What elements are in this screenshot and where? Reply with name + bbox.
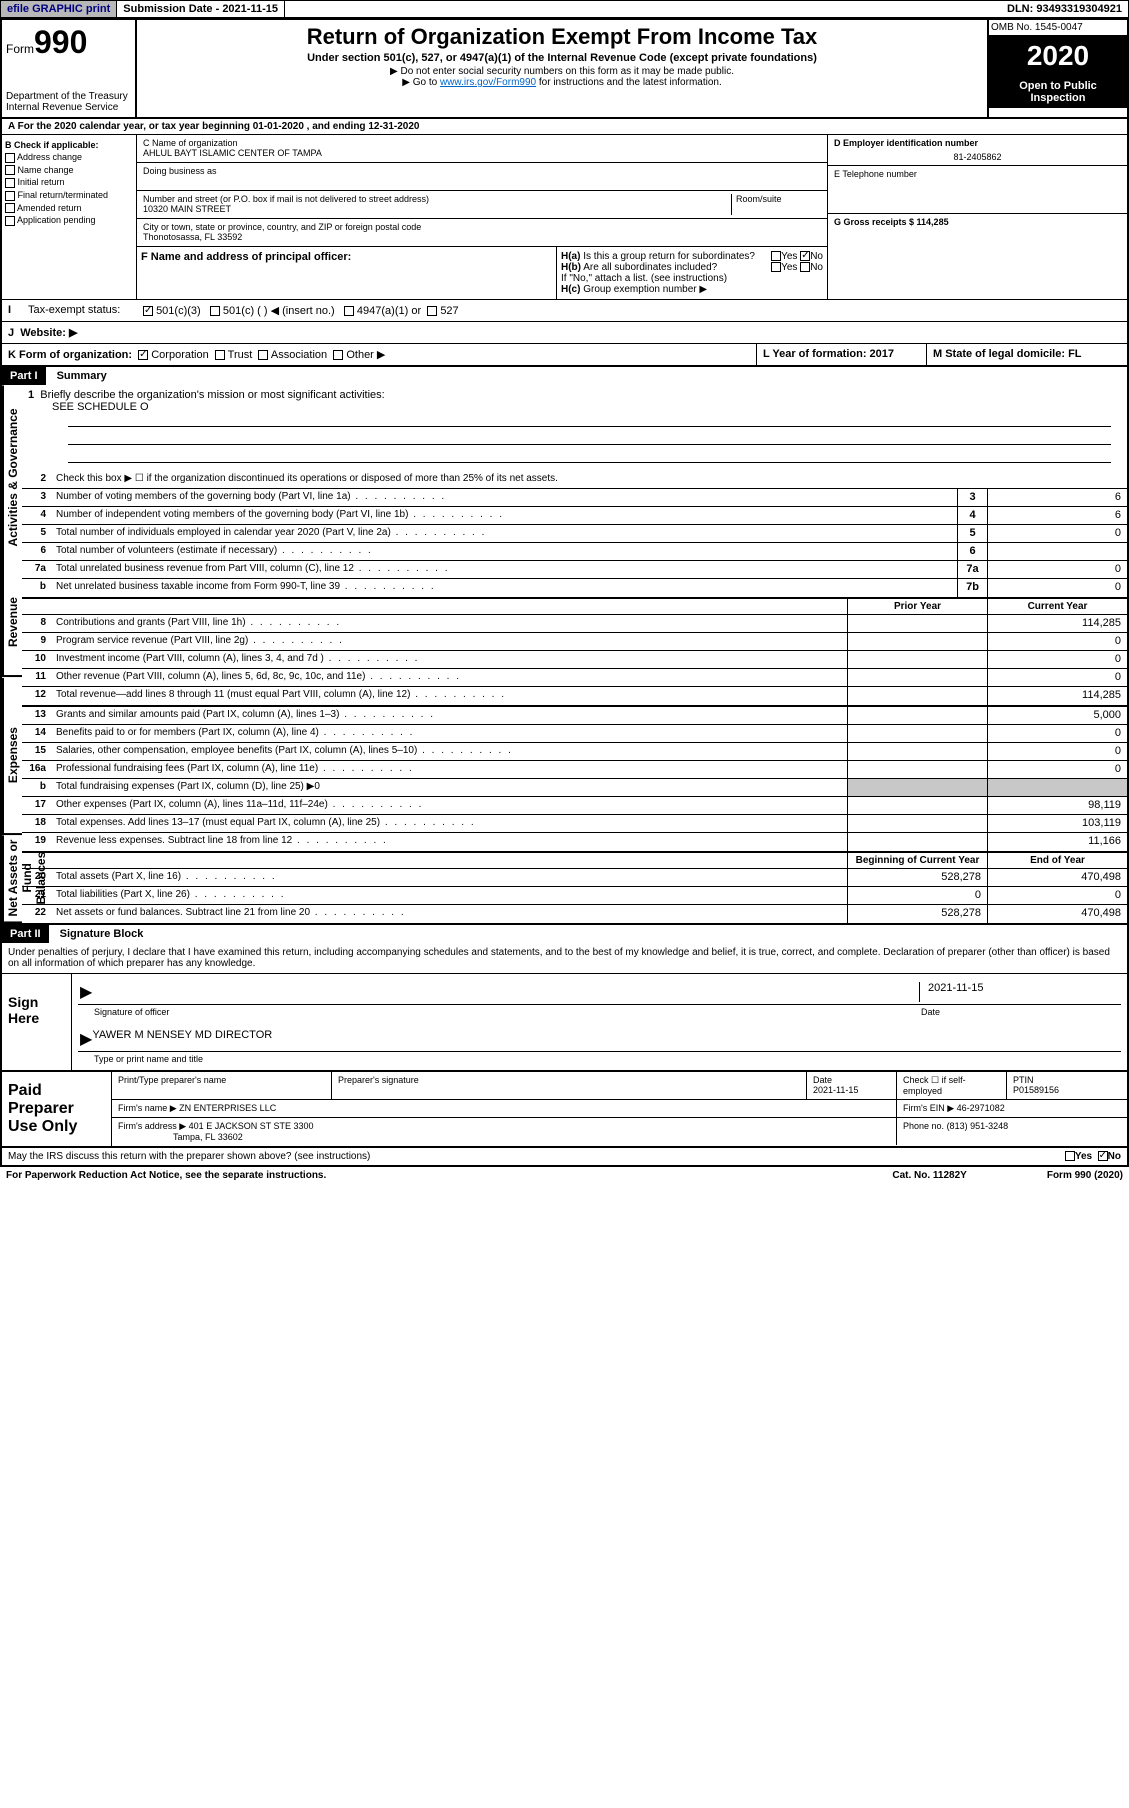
k-opt-2[interactable] <box>258 350 268 360</box>
row-a: A For the 2020 calendar year, or tax yea… <box>0 119 1129 135</box>
sign-date: 2021-11-15 <box>919 982 1119 1002</box>
firm-address: 401 E JACKSON ST STE 3300 <box>189 1121 314 1131</box>
sign-section: Sign Here ▶ 2021-11-15 Signature of offi… <box>0 973 1129 1072</box>
header-center: Return of Organization Exempt From Incom… <box>137 20 987 117</box>
room-suite: Room/suite <box>731 194 821 215</box>
sign-here-label: Sign Here <box>2 974 72 1070</box>
arrow-icon: ▶ <box>80 1029 92 1049</box>
part2-title: Signature Block <box>60 928 144 940</box>
vlabel-expenses: Expenses <box>2 678 22 835</box>
firm-phone: (813) 951-3248 <box>947 1121 1009 1131</box>
form-title: Return of Organization Exempt From Incom… <box>141 24 983 50</box>
tax-year: 2020 <box>989 36 1127 76</box>
vlabel-netassets: Net Assets or Fund Balances <box>2 835 22 923</box>
gross-receipts: G Gross receipts $ 114,285 <box>828 214 1127 242</box>
preparer-section: Paid Preparer Use Only Print/Type prepar… <box>0 1072 1129 1148</box>
form-ref: Form 990 (2020) <box>1047 1170 1123 1181</box>
website-row: J Website: ▶ <box>0 322 1129 344</box>
city-box: City or town, state or province, country… <box>137 219 827 247</box>
arrow-icon: ▶ <box>80 982 92 1002</box>
org-name-box: C Name of organization AHLUL BAYT ISLAMI… <box>137 135 827 163</box>
city-state-zip: Thonotosassa, FL 33592 <box>143 232 821 242</box>
discuss-yes-checkbox[interactable] <box>1065 1151 1075 1161</box>
header-left: Form990 Department of the Treasury Inter… <box>2 20 137 117</box>
4947-checkbox[interactable] <box>344 306 354 316</box>
section-h: H(a) Is this a group return for subordin… <box>557 247 827 299</box>
checkbox-final-return-terminated[interactable] <box>5 191 15 201</box>
ha-yes-checkbox[interactable] <box>771 251 781 261</box>
firm-ein: 46-2971082 <box>957 1103 1005 1113</box>
501c-checkbox[interactable] <box>210 306 220 316</box>
k-opt-1[interactable] <box>215 350 225 360</box>
k-opt-3[interactable] <box>333 350 343 360</box>
top-bar: efile GRAPHIC print Submission Date - 20… <box>0 0 1129 18</box>
checkbox-address-change[interactable] <box>5 153 15 163</box>
submission-date: Submission Date - 2021-11-15 <box>117 1 285 17</box>
501c3-checkbox[interactable] <box>143 306 153 316</box>
irs-label: Internal Revenue Service <box>6 102 131 113</box>
ein-value: 81-2405862 <box>834 152 1121 162</box>
firm-name: ZN ENTERPRISES LLC <box>179 1103 276 1113</box>
omb-number: OMB No. 1545-0047 <box>989 20 1127 36</box>
checkbox-initial-return[interactable] <box>5 178 15 188</box>
vlabel-governance: Activities & Governance <box>2 385 22 569</box>
dba-box: Doing business as <box>137 163 827 191</box>
street-box: Number and street (or P.O. box if mail i… <box>137 191 827 219</box>
header-right: OMB No. 1545-0047 2020 Open to Public In… <box>987 20 1127 117</box>
tax-status-row: I Tax-exempt status: 501(c)(3) 501(c) ( … <box>0 300 1129 322</box>
footer-last: For Paperwork Reduction Act Notice, see … <box>0 1167 1129 1184</box>
instruction-1: ▶ Do not enter social security numbers o… <box>141 66 983 77</box>
discuss-no-checkbox[interactable] <box>1098 1151 1108 1161</box>
hb-no-checkbox[interactable] <box>800 262 810 272</box>
form-org-row: K Form of organization: Corporation Trus… <box>0 344 1129 367</box>
inspection-notice: Open to Public Inspection <box>989 76 1127 108</box>
form-label: Form <box>6 42 34 56</box>
part1-body: 1 Briefly describe the organization's mi… <box>22 385 1127 923</box>
checkbox-amended-return[interactable] <box>5 203 15 213</box>
irs-link[interactable]: www.irs.gov/Form990 <box>440 77 536 88</box>
org-name: AHLUL BAYT ISLAMIC CENTER OF TAMPA <box>143 148 821 158</box>
form-number: 990 <box>34 24 87 60</box>
ein-box: D Employer identification number 81-2405… <box>828 135 1127 166</box>
ha-no-checkbox[interactable] <box>800 251 810 261</box>
hb-yes-checkbox[interactable] <box>771 262 781 272</box>
part2-header-row: Part II Signature Block <box>0 925 1129 943</box>
form-header: Form990 Department of the Treasury Inter… <box>0 18 1129 119</box>
part1-header-row: Part I Summary <box>0 367 1129 385</box>
section-b-g: B Check if applicable: Address change Na… <box>0 135 1129 300</box>
col-b: B Check if applicable: Address change Na… <box>2 135 137 299</box>
checkbox-name-change[interactable] <box>5 165 15 175</box>
preparer-label: Paid Preparer Use Only <box>2 1072 112 1146</box>
dept-treasury: Department of the Treasury <box>6 91 131 102</box>
col-center: C Name of organization AHLUL BAYT ISLAMI… <box>137 135 827 299</box>
k-opt-0[interactable] <box>138 350 148 360</box>
col-right: D Employer identification number 81-2405… <box>827 135 1127 299</box>
part1-title: Summary <box>57 370 107 382</box>
part1-badge: Part I <box>2 367 46 385</box>
street-address: 10320 MAIN STREET <box>143 204 731 214</box>
cat-no: Cat. No. 11282Y <box>892 1170 966 1181</box>
part2-badge: Part II <box>2 925 49 943</box>
officer-name: YAWER M NENSEY MD DIRECTOR <box>92 1029 272 1049</box>
discuss-row: May the IRS discuss this return with the… <box>0 1148 1129 1167</box>
penalties-text: Under penalties of perjury, I declare th… <box>0 943 1129 973</box>
mission-text: SEE SCHEDULE O <box>52 401 1121 413</box>
vlabel-revenue: Revenue <box>2 569 22 677</box>
form-subtitle: Under section 501(c), 527, or 4947(a)(1)… <box>141 52 983 64</box>
phone-box: E Telephone number <box>828 166 1127 214</box>
ptin-value: P01589156 <box>1013 1085 1059 1095</box>
dln: DLN: 93493319304921 <box>1001 1 1128 17</box>
efile-button[interactable]: efile GRAPHIC print <box>1 1 117 17</box>
instruction-2: ▶ Go to www.irs.gov/Form990 for instruct… <box>141 77 983 88</box>
section-f: F Name and address of principal officer: <box>137 247 557 299</box>
checkbox-application-pending[interactable] <box>5 216 15 226</box>
part1-content: Activities & Governance Revenue Expenses… <box>0 385 1129 925</box>
527-checkbox[interactable] <box>427 306 437 316</box>
